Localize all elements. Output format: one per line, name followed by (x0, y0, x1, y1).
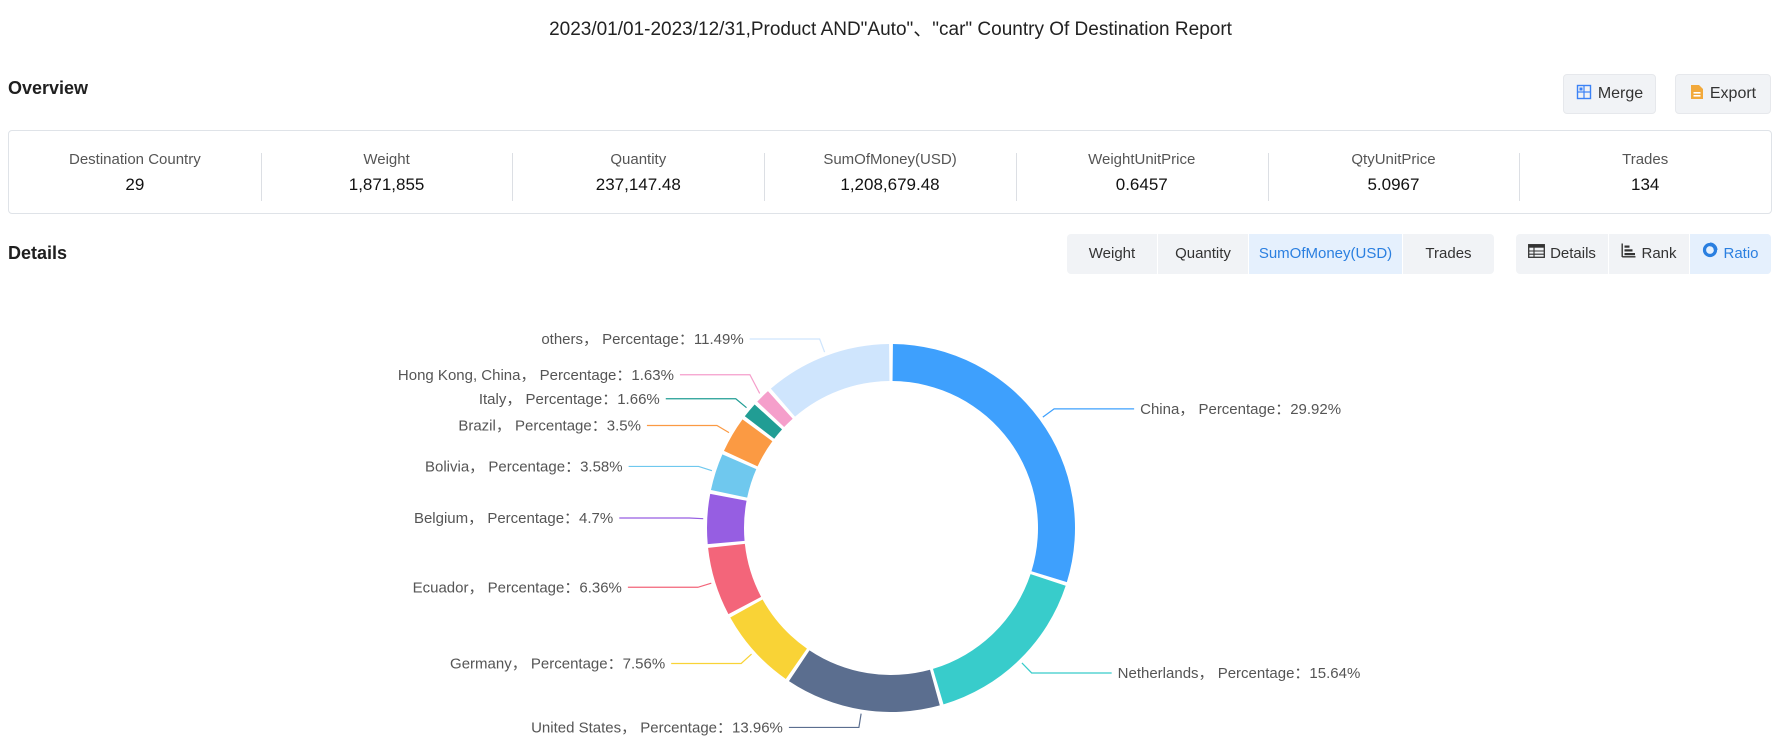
stat-value: 237,147.48 (512, 175, 764, 195)
leader-line (666, 399, 747, 408)
stat-quantity: Quantity 237,147.48 (512, 149, 764, 195)
export-button[interactable]: Export (1675, 74, 1771, 114)
tab-sum-of-money[interactable]: SumOfMoney(USD) (1249, 234, 1403, 274)
slice-label: Bolivia， Percentage：3.58% (425, 458, 623, 475)
stat-qty-unit-price: QtyUnitPrice 5.0967 (1268, 149, 1520, 195)
stat-label: QtyUnitPrice (1268, 149, 1520, 171)
export-label: Export (1710, 85, 1756, 103)
stat-value: 1,208,679.48 (764, 175, 1016, 195)
slice-others[interactable] (771, 344, 890, 417)
details-heading: Details (8, 243, 67, 264)
table-icon (1528, 234, 1545, 274)
tab-details-label: Details (1550, 234, 1596, 274)
stat-sum-of-money: SumOfMoney(USD) 1,208,679.48 (764, 149, 1016, 195)
stat-weight-unit-price: WeightUnitPrice 0.6457 (1016, 149, 1268, 195)
slice-ecuador[interactable] (708, 544, 761, 614)
leader-line (647, 426, 729, 433)
tab-ratio-label: Ratio (1723, 234, 1758, 274)
stat-trades: Trades 134 (1519, 149, 1771, 195)
metric-tabs: Weight Quantity SumOfMoney(USD) Trades (1067, 234, 1494, 274)
stat-label: Destination Country (9, 149, 261, 171)
leader-line (1043, 409, 1134, 417)
tab-details[interactable]: Details (1516, 234, 1609, 274)
stat-value: 134 (1519, 175, 1771, 195)
stat-destination-country: Destination Country 29 (9, 149, 261, 195)
slice-label: Ecuador， Percentage：6.36% (413, 579, 622, 596)
leader-line (680, 375, 760, 394)
leader-line (1022, 663, 1112, 673)
slice-label: Netherlands， Percentage：15.64% (1118, 665, 1361, 682)
stat-label: Quantity (512, 149, 764, 171)
slice-label: Hong Kong, China， Percentage：1.63% (398, 367, 674, 384)
leader-line (750, 339, 825, 352)
leader-line (619, 518, 703, 519)
slice-label: Brazil， Percentage：3.5% (458, 418, 641, 435)
slice-united-states[interactable] (789, 650, 940, 712)
slice-china[interactable] (893, 344, 1075, 582)
leader-line (671, 654, 751, 663)
slice-belgium[interactable] (707, 494, 747, 544)
tab-trades[interactable]: Trades (1403, 234, 1494, 274)
stat-label: SumOfMoney(USD) (764, 149, 1016, 171)
stat-label: Trades (1519, 149, 1771, 171)
slice-label: Germany， Percentage：7.56% (450, 655, 665, 672)
leader-line (629, 466, 712, 470)
overview-stats-card: Destination Country 29 Weight 1,871,855 … (8, 130, 1772, 214)
tab-quantity[interactable]: Quantity (1158, 234, 1249, 274)
merge-label: Merge (1598, 85, 1643, 103)
leader-line (628, 583, 711, 587)
stat-value: 0.6457 (1016, 175, 1268, 195)
slice-label: others， Percentage：11.49% (541, 331, 743, 348)
slice-netherlands[interactable] (933, 574, 1066, 704)
tab-ratio[interactable]: Ratio (1690, 234, 1771, 274)
merge-button[interactable]: Merge (1563, 74, 1656, 114)
tab-rank[interactable]: Rank (1609, 234, 1690, 274)
leader-line (789, 714, 861, 728)
merge-icon (1576, 84, 1592, 105)
stat-value: 5.0967 (1268, 175, 1520, 195)
ratio-donut-chart: China， Percentage：29.92% Netherlands， Per… (0, 290, 1781, 752)
stat-value: 1,871,855 (261, 175, 513, 195)
stat-label: Weight (261, 149, 513, 171)
export-icon (1690, 84, 1704, 105)
slice-germany[interactable] (730, 600, 807, 679)
ratio-icon (1702, 234, 1718, 274)
slice-label: Italy， Percentage：1.66% (479, 391, 660, 408)
rank-icon (1621, 234, 1636, 274)
slice-label: China， Percentage：29.92% (1140, 401, 1341, 418)
tab-rank-label: Rank (1641, 234, 1676, 274)
view-tabs: Details Rank Ratio (1516, 234, 1771, 274)
stat-weight: Weight 1,871,855 (261, 149, 513, 195)
overview-heading: Overview (8, 78, 88, 99)
slice-label: Belgium， Percentage：4.7% (414, 510, 613, 527)
stat-label: WeightUnitPrice (1016, 149, 1268, 171)
stat-value: 29 (9, 175, 261, 195)
slice-label: United States， Percentage：13.96% (531, 719, 783, 736)
tab-weight[interactable]: Weight (1067, 234, 1158, 274)
report-title: 2023/01/01-2023/12/31,Product AND"Auto"、… (0, 14, 1781, 41)
